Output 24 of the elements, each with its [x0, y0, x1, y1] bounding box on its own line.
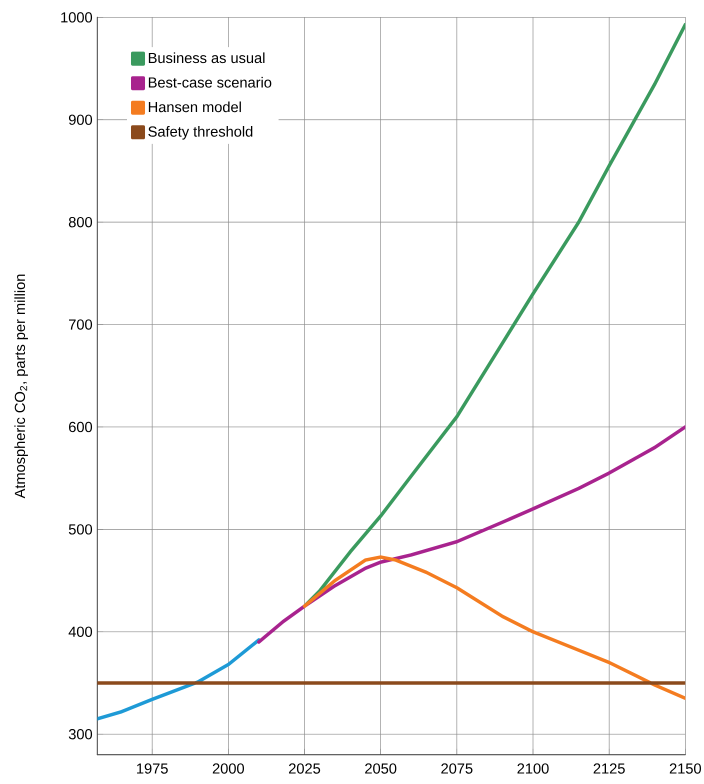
y-tick-label: 300 [68, 729, 92, 740]
x-tick-label: 2050 [365, 763, 396, 774]
legend-label: Best-case scenario [148, 76, 272, 88]
x-tick-label: 2000 [212, 763, 244, 774]
y-tick-label: 700 [69, 319, 92, 330]
y-tick-label: 400 [68, 626, 92, 637]
line-series [97, 638, 261, 721]
y-tick-label: 1000 [61, 12, 92, 22]
y-tick-label: 900 [68, 114, 92, 125]
x-tick-label: 2025 [288, 763, 320, 774]
y-axis-title: Atmospheric CO$_{2}$, parts per million [14, 274, 28, 498]
y-tick-label: 500 [68, 524, 92, 535]
legend-label: Safety threshold [148, 126, 252, 140]
x-tick-label: 2075 [441, 763, 472, 774]
x-tick-label: 1975 [137, 763, 168, 774]
line-series [257, 425, 686, 644]
y-tick-label: 800 [68, 216, 92, 228]
x-tick-label: 2100 [517, 763, 549, 774]
legend-label: Hansen model [148, 101, 241, 112]
x-tick-label: 2125 [594, 763, 625, 774]
legend-label: Business as usual [148, 52, 264, 64]
line-series [302, 555, 686, 700]
y-tick-label: 600 [69, 422, 92, 432]
x-tick-label: 2150 [670, 763, 701, 774]
